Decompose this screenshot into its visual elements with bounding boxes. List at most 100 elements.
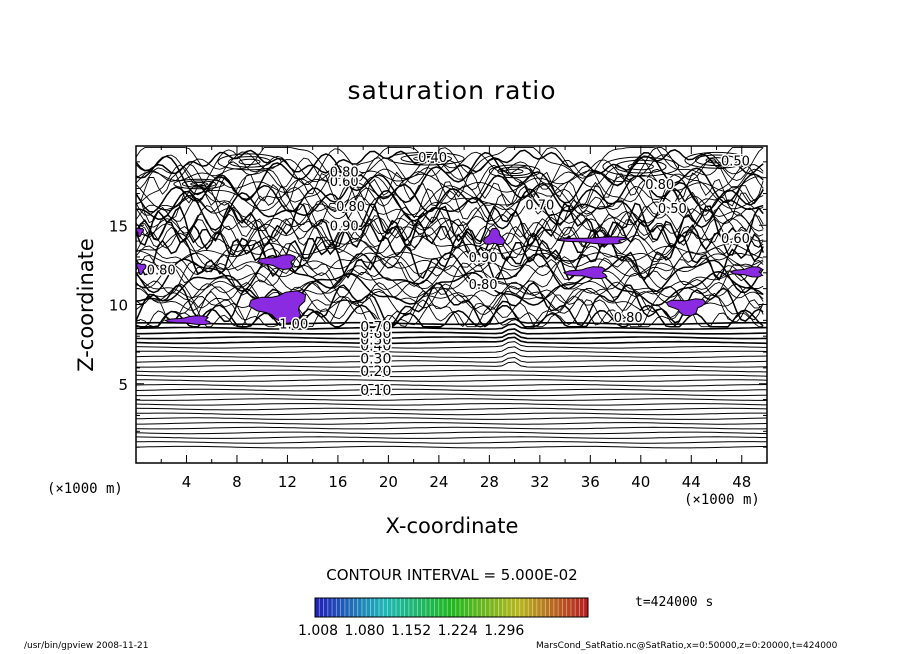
contour-label: 0.80 (147, 264, 176, 279)
colorbar-segment (528, 598, 534, 617)
contour-loop (181, 180, 217, 188)
y-axis-label: Z-coordinate (74, 238, 98, 372)
contour-label: 0.30 (360, 351, 391, 367)
colorbar-segment (344, 598, 350, 617)
contour-label: 0.50 (360, 332, 391, 348)
contour-line (135, 196, 764, 239)
colorbar-segment (536, 598, 542, 617)
contour-label: 0.60 (360, 326, 391, 342)
x-tick-label: 44 (682, 473, 701, 491)
supersaturated-region (248, 290, 307, 325)
colorbar-segment (417, 598, 423, 617)
contour-line (136, 379, 768, 382)
colorbar-segment (472, 598, 478, 617)
colorbar-segment (370, 598, 376, 617)
colorbar-segment (545, 598, 551, 617)
contour-line (135, 255, 764, 299)
colorbar-segment (570, 598, 576, 617)
colorbar-segment (447, 598, 452, 617)
colorbar-segment (575, 598, 580, 617)
colorbar-labels: 1.008 1.080 1.152 1.224 1.296 (298, 623, 524, 639)
colorbar-segment (532, 598, 538, 617)
contour-line (135, 356, 768, 363)
y-tick-label: 15 (109, 217, 128, 235)
contour-line (135, 265, 764, 291)
contour-interval-label: CONTOUR INTERVAL = 5.000E-02 (326, 566, 578, 584)
contour-line (135, 403, 768, 406)
contour-line (135, 294, 764, 328)
contour-line (135, 147, 764, 180)
supersaturated-region (665, 298, 707, 317)
colorbar-segment (489, 598, 495, 617)
supersaturated-region (256, 254, 296, 271)
contour-label: 0.50 (721, 154, 750, 169)
contour-label: 0.20 (360, 364, 391, 380)
contour-line (135, 226, 764, 265)
colorbar-segment (421, 598, 427, 617)
contour-loop (238, 158, 261, 165)
contour-line (135, 205, 764, 238)
supersaturated-region (482, 227, 506, 246)
colorbar-segment (425, 598, 431, 617)
contour-line (135, 341, 768, 349)
x-tick-label: 32 (530, 473, 549, 491)
contour-label: 0.40 (360, 339, 391, 355)
colorbar-segment (485, 598, 491, 617)
contour-line (136, 393, 768, 397)
contour-loop (684, 151, 749, 169)
contour-line (135, 148, 764, 175)
colorbar-frame (314, 597, 589, 618)
supersaturated-region (555, 236, 628, 245)
contour-label: 0.50 (658, 202, 687, 217)
footer-right: MarsCond_SatRatio.nc@SatRatio,x=0:50000,… (536, 641, 838, 651)
contour-line (135, 212, 764, 246)
colorbar-segment (579, 598, 585, 617)
y-axis-ticks: 5 10 15 (109, 161, 767, 448)
contour-line (135, 281, 764, 328)
supersaturated-region (163, 315, 212, 326)
x-tick-label: 20 (379, 473, 398, 491)
supersaturated-region (729, 266, 763, 278)
colorbar-segment (361, 598, 367, 617)
colorbar-segment (340, 598, 346, 617)
contour-label: 0.80 (645, 178, 674, 193)
contour-loop (228, 156, 272, 168)
colorbar-segment (319, 598, 325, 617)
contour-lines (135, 147, 768, 449)
colorbar-segment (400, 598, 406, 617)
y-tick-label: 5 (118, 376, 128, 394)
contour-label: 0.80 (336, 200, 365, 215)
colorbar-segment (387, 598, 393, 617)
contour-line (135, 242, 764, 264)
colorbar-segment (315, 598, 320, 617)
contour-line (136, 328, 768, 335)
colorbar-segment (349, 598, 354, 617)
colorbar-segment (460, 598, 465, 617)
contour-label: 0.60 (721, 232, 750, 247)
contour-label: 0.70 (360, 320, 391, 336)
colorbar-segment (541, 598, 546, 617)
colorbar-segment (511, 598, 516, 617)
contour-label: 0.90 (330, 219, 359, 234)
contour-labels: 0.100.200.300.400.500.600.700.40 0.500.60… (145, 150, 751, 401)
colorbar-segment (336, 598, 342, 617)
contour-line (135, 351, 768, 359)
colorbar-segment (353, 598, 359, 617)
contour-loop (694, 154, 739, 167)
colorbar-segment (396, 598, 401, 617)
colorbar-segment (442, 598, 448, 617)
contour-line (135, 252, 764, 278)
colorbar-segment (549, 598, 555, 617)
contour-line (135, 147, 764, 186)
contour-line (135, 426, 768, 430)
contour-loop (400, 153, 453, 164)
colorbar-segment (430, 598, 435, 617)
colorbar-segment (477, 598, 482, 617)
colorbar-segment (502, 598, 508, 617)
contour-line (135, 187, 764, 231)
x-tick-label: 28 (480, 473, 499, 491)
contour-label: 0.80 (614, 311, 643, 326)
y-tick-label: 10 (109, 297, 128, 315)
contour-loop (217, 153, 282, 171)
colorbar-label: 1.224 (437, 623, 478, 639)
